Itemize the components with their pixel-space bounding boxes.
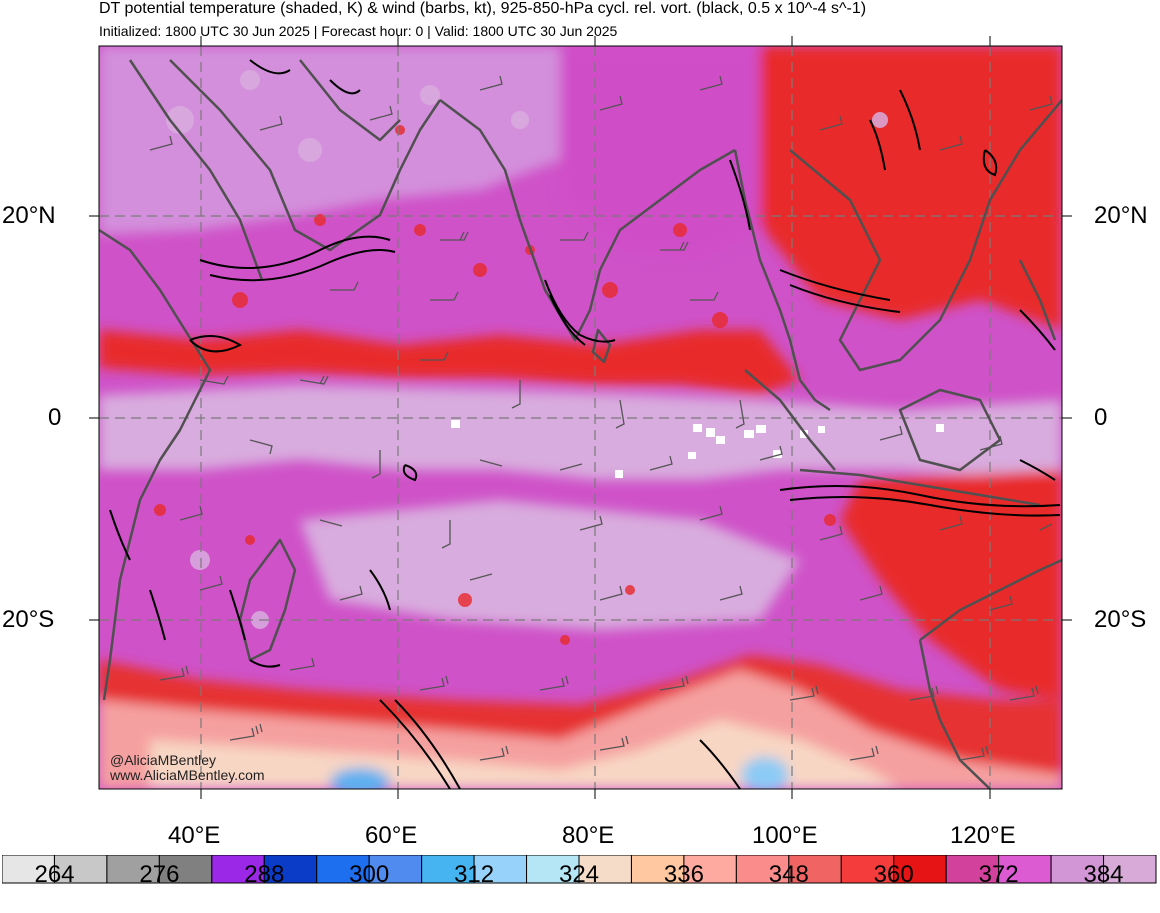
colorbar-label: 324 — [558, 861, 600, 888]
lon-label-80e: 80°E — [562, 822, 615, 849]
coast-philippines — [1018, 259, 1057, 341]
chart-title: DT potential temperature (shaded, K) & w… — [99, 0, 867, 17]
colorbar-swatch — [788, 855, 842, 884]
colorbar-swatch — [421, 855, 475, 884]
colorbar-swatch — [106, 855, 160, 884]
colorbar-swatch — [526, 855, 580, 884]
lat-label-left-20s: 20°S — [2, 606, 55, 633]
lat-label-right-20s: 20°S — [1094, 606, 1147, 633]
coast-madagascar — [238, 538, 297, 662]
field-cold-pocket-west — [330, 768, 390, 789]
credit-website: www.AliciaMBentley.com — [110, 767, 265, 783]
colorbar-label: 276 — [139, 861, 180, 888]
colorbar-label: 300 — [349, 861, 390, 888]
lat-label-right-0: 0 — [1094, 404, 1108, 431]
colorbar-swatch — [53, 855, 108, 884]
colorbar-swatch — [316, 855, 370, 884]
colorbar-swatch — [263, 855, 318, 884]
colorbar-swatch — [211, 855, 265, 884]
coast-africa — [99, 228, 212, 701]
colorbar-label: 288 — [244, 861, 285, 888]
lat-label-left-20n: 20°N — [2, 202, 56, 229]
colorbar-label: 372 — [978, 861, 1019, 888]
field-equator-light — [99, 385, 1062, 480]
chart-subtitle: Initialized: 1800 UTC 30 Jun 2025 | Fore… — [99, 23, 618, 39]
vorticity-contours — [109, 59, 1061, 789]
light-speckles — [150, 70, 888, 629]
lon-label-40e: 40°E — [168, 822, 221, 849]
credit-twitter: @AliciaMBentley — [110, 752, 217, 768]
field-southeast-red — [840, 470, 1062, 700]
lat-label-left-0: 0 — [48, 404, 62, 431]
field-arabia-purple — [99, 46, 560, 235]
colorbar-label: 336 — [663, 861, 704, 888]
coast-sri-lanka — [591, 328, 612, 364]
lon-label-120e: 120°E — [950, 822, 1016, 849]
field-north-red-east — [720, 46, 1062, 330]
wind-barbs — [149, 75, 1053, 761]
coast-myanmar-malaya — [733, 149, 831, 412]
coast-indochina — [789, 99, 1062, 372]
lon-label-100e: 100°E — [752, 822, 818, 849]
field-south-light — [300, 500, 800, 630]
tick-marks — [89, 36, 1072, 799]
coast-java — [799, 468, 1041, 507]
colorbar — [2, 855, 1157, 884]
lat-label-right-20n: 20°N — [1094, 202, 1148, 229]
colorbar-swatch — [630, 855, 685, 884]
coast-india — [439, 99, 736, 342]
field-bengal-red — [560, 46, 760, 260]
colorbar-swatch — [1050, 855, 1105, 884]
lon-label-60e: 60°E — [365, 822, 418, 849]
field-north-red-west — [99, 330, 800, 395]
colorbar-swatch — [945, 855, 1000, 884]
coast-persian-gulf — [299, 59, 401, 142]
colorbar-label: 348 — [768, 861, 809, 888]
coast-borneo — [898, 388, 1002, 472]
coast-australia — [918, 558, 1062, 789]
coast-red-sea — [128, 59, 264, 281]
colorbar-swatch — [368, 855, 423, 884]
colorbar-label: 360 — [873, 861, 914, 888]
field-south-peach — [150, 720, 900, 789]
coast-sumatra — [744, 369, 836, 471]
field-cold-pocket-east — [741, 757, 789, 789]
colorbar-label: 264 — [34, 861, 75, 888]
colorbar-swatch — [578, 855, 632, 884]
colorbar-label: 312 — [454, 861, 495, 888]
colorbar-swatch — [735, 855, 790, 884]
coastlines — [99, 59, 1062, 789]
red-speckles — [154, 125, 1000, 645]
coast-arabia — [169, 59, 442, 252]
colorbar-swatch — [1103, 855, 1157, 884]
colorbar-label: 384 — [1083, 861, 1124, 888]
colorbar-swatch — [893, 855, 947, 884]
